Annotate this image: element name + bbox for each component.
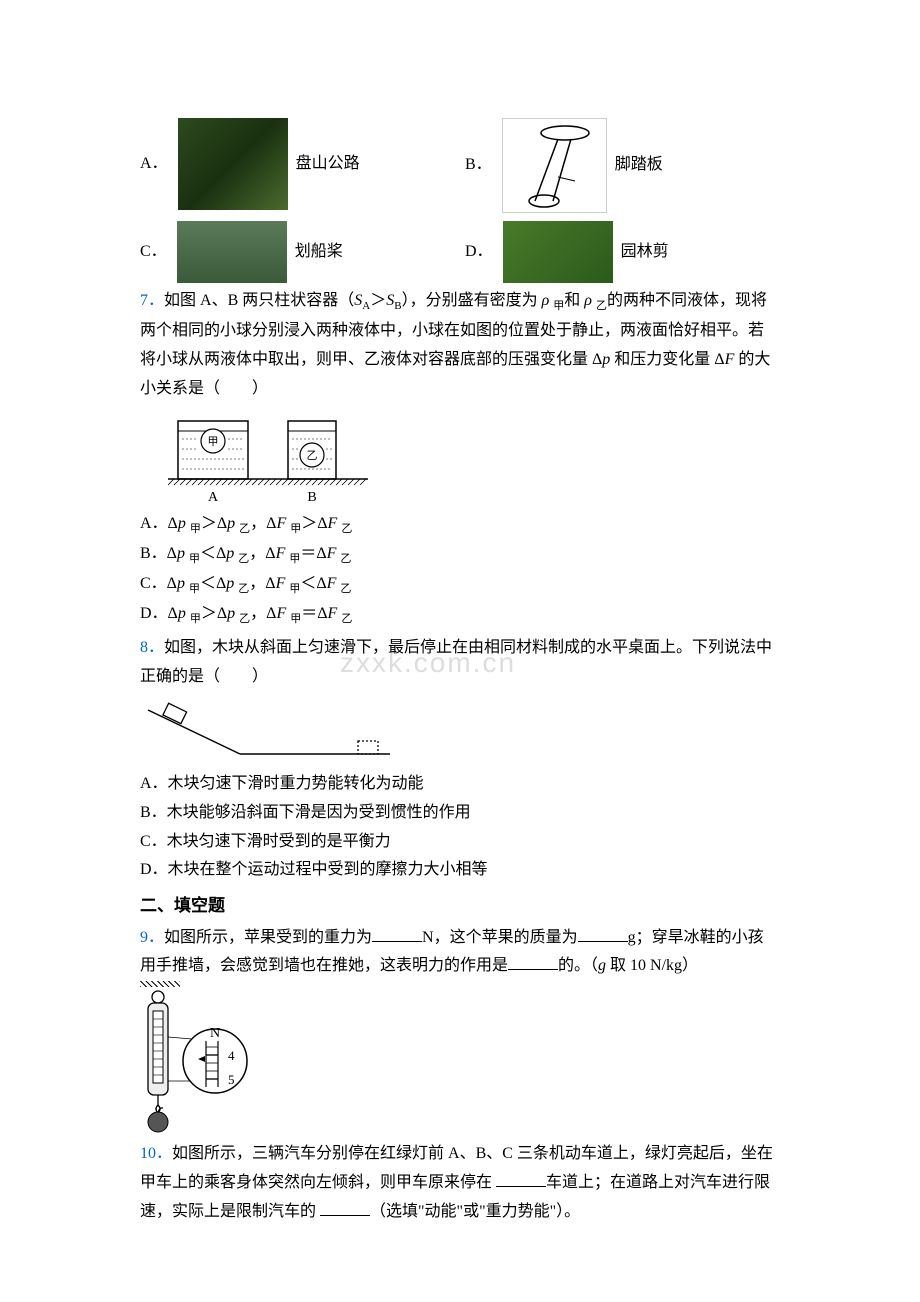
- q7-t1e2: 的两种不同液体，现将: [607, 292, 767, 309]
- q8-opt-b: B．木块能够沿斜面下滑是因为受到惯性的作用: [140, 799, 790, 828]
- q7-line1: 7．如图 A、B 两只柱状容器（SA＞SB），分别盛有密度为 ρ 甲和 ρ 乙的…: [140, 287, 790, 317]
- q6-option-d: D． 园林剪: [465, 221, 790, 283]
- q7-opt-b: B．Δp 甲＜Δp 乙，ΔF 甲＝ΔF 乙: [140, 540, 790, 570]
- label-B: B: [307, 490, 316, 505]
- q7-line3: 将小球从两液体中取出，则甲、乙液体对容器底部的压强变化量 Δp 和压力变化量 Δ…: [140, 346, 790, 375]
- q7-yi1: 乙: [596, 300, 607, 312]
- q9-diagram: N 4 5: [140, 989, 248, 1134]
- q10-num: 10．: [140, 1145, 172, 1162]
- q10-line2: 甲车上的乘客身体突然向左倾斜，则甲车原来停在 车道上；在道路上对汽车进行限: [140, 1169, 790, 1198]
- q9-t4: 用手推墙，会感觉到墙也在推她，这表明力的作用是: [140, 957, 508, 974]
- q6-d-label: D．: [465, 238, 493, 267]
- q7-suba: A: [362, 300, 370, 312]
- q8-line2: 正确的是（ ）: [140, 663, 790, 692]
- q8-line1: 8．如图，木块从斜面上匀速滑下，最后停止在由相同材料制成的水平桌面上。下列说法中: [140, 634, 790, 663]
- q6-row2: C． 划船桨 D． 园林剪: [140, 221, 790, 283]
- q9-line2: 用手推墙，会感觉到墙也在推她，这表明力的作用是 的。（g 取 10 N/kg）: [140, 952, 790, 981]
- q6-a-text: 盘山公路: [296, 150, 360, 179]
- q7-rho2: ρ: [584, 292, 592, 309]
- q6-image-oar: [177, 221, 287, 283]
- q7-diagram: 甲 乙 A B: [168, 411, 368, 506]
- q8-diagram: [140, 702, 395, 760]
- q6-b-label: B．: [465, 151, 492, 180]
- q8-opt-a: A．木块匀速下滑时重力势能转化为动能: [140, 770, 790, 799]
- q7-t1: 如图 A、B 两只柱状容器（: [164, 292, 354, 309]
- q9-t2: N，这个苹果的质量为: [422, 929, 578, 946]
- spring-N: N: [210, 1026, 220, 1041]
- spring-4: 4: [228, 1048, 235, 1063]
- q7-jia1: 甲: [553, 300, 564, 312]
- q6-option-b: B． 脚踏板: [465, 118, 790, 213]
- q7-t3e: 的大: [734, 351, 770, 368]
- q10-blank2: [320, 1200, 370, 1216]
- q6-image-mountain-road: [178, 118, 288, 210]
- q10-t1: 如图所示，三辆汽车分别停在红绿灯前 A、B、C 三条机动车道上，绿灯亮起后，坐在: [172, 1145, 773, 1162]
- q9-blank2: [578, 926, 628, 942]
- q6-c-label: C．: [140, 238, 167, 267]
- q10: 10．如图所示，三辆汽车分别停在红绿灯前 A、B、C 三条机动车道上，绿灯亮起后…: [140, 1140, 790, 1226]
- q10-t3: 车道上；在道路上对汽车进行限: [546, 1174, 770, 1191]
- q8-opt-d: D．木块在整个运动过程中受到的摩擦力大小相等: [140, 856, 790, 885]
- q9-blank3: [508, 954, 558, 970]
- q8-num: 8．: [140, 639, 164, 656]
- q7-rho1: ρ: [542, 292, 550, 309]
- q6-option-c: C． 划船桨: [140, 221, 465, 283]
- q9-ceiling-hatch: [140, 981, 180, 987]
- q8-opt-c: C．木块匀速下滑时受到的是平衡力: [140, 828, 790, 857]
- q6-image-shears: [503, 221, 613, 283]
- q6-d-text: 园林剪: [621, 238, 669, 267]
- section2-heading: 二、填空题: [140, 891, 790, 922]
- q7-num: 7．: [140, 292, 164, 309]
- label-yi: 乙: [307, 449, 318, 462]
- q9-line1: 9．如图所示，苹果受到的重力为 N，这个苹果的质量为 g；穿旱冰鞋的小孩: [140, 924, 790, 953]
- q9-t1: 如图所示，苹果受到的重力为: [164, 929, 372, 946]
- q9: 9．如图所示，苹果受到的重力为 N，这个苹果的质量为 g；穿旱冰鞋的小孩 用手推墙，…: [140, 924, 790, 1135]
- q6-options: A． 盘山公路 B． 脚踏板 C: [140, 118, 790, 283]
- q7-t3m: 和压力变化量 Δ: [610, 351, 724, 368]
- q10-line3: 速，实际上是限制汽车的 （选填"动能"或"重力势能"）。: [140, 1198, 790, 1227]
- q7-subb: B: [394, 300, 401, 312]
- label-jia: 甲: [208, 436, 219, 448]
- spring-5: 5: [228, 1072, 235, 1087]
- q7-f: F: [725, 351, 735, 368]
- q8: 8．如图，木块从斜面上匀速滑下，最后停止在由相同材料制成的水平桌面上。下列说法中…: [140, 634, 790, 885]
- q7-he: 和: [564, 292, 584, 309]
- q6-image-pedal: [502, 118, 607, 213]
- q7-opt-a: A．Δp 甲＞Δp 乙，ΔF 甲＞ΔF 乙: [140, 510, 790, 540]
- page-content: A． 盘山公路 B． 脚踏板 C: [140, 118, 790, 1227]
- q7: 7．如图 A、B 两只柱状容器（SA＞SB），分别盛有密度为 ρ 甲和 ρ 乙的…: [140, 287, 790, 630]
- q6-a-label: A．: [140, 150, 168, 179]
- q9-num: 9．: [140, 929, 164, 946]
- q10-t5: （选填"动能"或"重力势能"）。: [370, 1203, 580, 1220]
- q9-blank1: [372, 926, 422, 942]
- q10-t4: 速，实际上是限制汽车的: [140, 1203, 320, 1220]
- q10-blank1: [496, 1171, 546, 1187]
- q7-opt-d: D．Δp 甲＞Δp 乙，ΔF 甲＝ΔF 乙: [140, 600, 790, 630]
- q6-option-a: A． 盘山公路: [140, 118, 465, 210]
- q9-g: g: [598, 957, 606, 974]
- q10-t2: 甲车上的乘客身体突然向左倾斜，则甲车原来停在: [140, 1174, 496, 1191]
- q8-t1: 如图，木块从斜面上匀速滑下，最后停止在由相同材料制成的水平桌面上。下列说法中: [164, 639, 772, 656]
- q6-c-text: 划船桨: [295, 238, 343, 267]
- q7-opt-c: C．Δp 甲＜Δp 乙，ΔF 甲＜ΔF 乙: [140, 570, 790, 600]
- q7-t1e: ），分别盛有密度为: [402, 292, 542, 309]
- q7-t3: 将小球从两液体中取出，则甲、乙液体对容器底部的压强变化量 Δ: [140, 351, 602, 368]
- q7-line2: 两个相同的小球分别浸入两种液体中，小球在如图的位置处于静止，两液面恰好相平。若: [140, 317, 790, 346]
- q7-gt: ＞: [370, 292, 386, 309]
- q9-t6: 取 10 N/kg）: [606, 957, 698, 974]
- q10-line1: 10．如图所示，三辆汽车分别停在红绿灯前 A、B、C 三条机动车道上，绿灯亮起后…: [140, 1140, 790, 1169]
- q9-t3: g；穿旱冰鞋的小孩: [628, 929, 764, 946]
- label-A: A: [208, 490, 219, 505]
- q7-line4: 小关系是（ ）: [140, 375, 790, 404]
- q9-t5: 的。（: [558, 957, 598, 974]
- q6-row1: A． 盘山公路 B． 脚踏板: [140, 118, 790, 213]
- q6-b-text: 脚踏板: [615, 151, 663, 180]
